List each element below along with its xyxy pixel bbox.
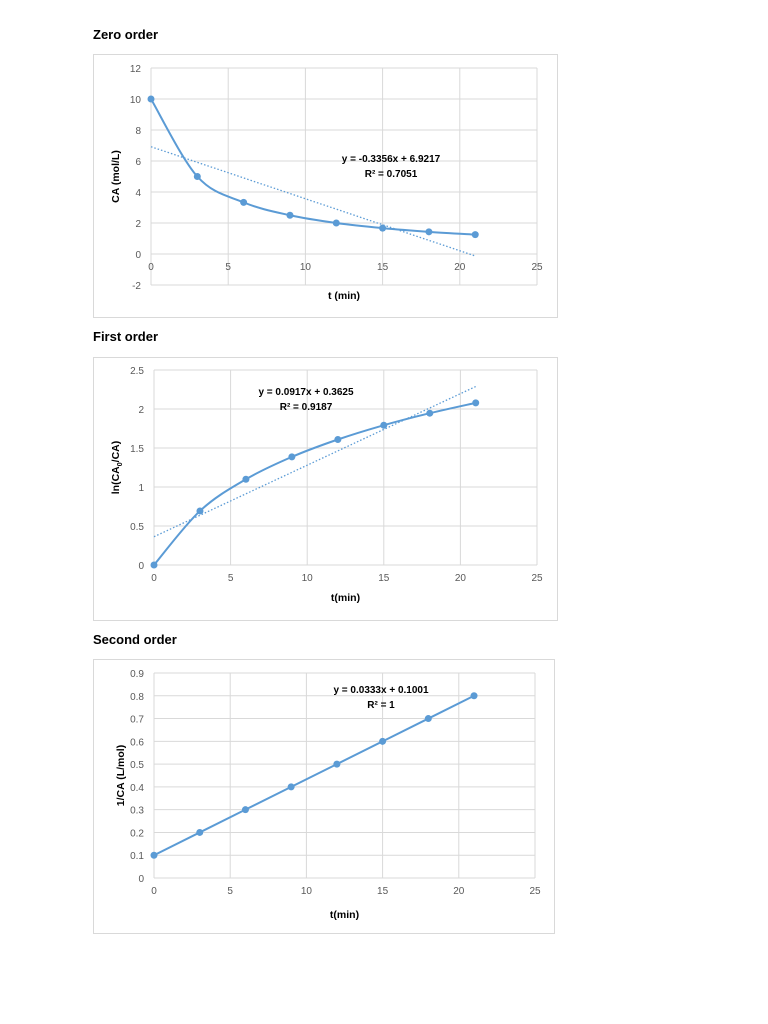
x-axis-label: t(min)	[331, 592, 360, 604]
y-tick-label: 1	[138, 483, 144, 494]
data-point	[380, 421, 388, 429]
x-tick-label: 5	[227, 886, 233, 897]
y-tick-label: 0.5	[130, 522, 144, 533]
data-point	[287, 783, 295, 791]
chart-zero-order-svg: -2 0 2 4 6 8 10 12 0 5 10 15 20 25 t (min) CA (mol/L) y …	[110, 64, 543, 302]
section-title-zero-order: Zero order	[93, 27, 159, 42]
data-point	[147, 95, 155, 103]
r-squared-label: R² = 1	[367, 700, 395, 711]
x-axis-label: t (min)	[328, 290, 360, 302]
x-tick-label: 10	[302, 573, 314, 584]
data-point	[241, 806, 249, 814]
y-tick-label: 8	[135, 126, 141, 137]
data-point	[196, 828, 204, 836]
plot-area: 0 0.5 1 1.5 2 2.5 0 5 10 15 20 25	[130, 366, 543, 584]
r-squared-label: R² = 0.9187	[280, 402, 333, 413]
x-axis-label: t(min)	[330, 909, 359, 921]
x-tick-label: 5	[228, 573, 234, 584]
y-tick-label: 2	[135, 219, 141, 230]
data-point	[286, 211, 294, 219]
x-tick-label: 20	[453, 886, 465, 897]
y-tick-label: 12	[130, 64, 142, 75]
x-tick-label: 0	[151, 886, 157, 897]
x-tick-label: 10	[300, 262, 312, 273]
y-tick-label: 0	[135, 250, 141, 261]
x-tick-label: 5	[225, 262, 231, 273]
data-point	[196, 507, 204, 515]
y-tick-label: 0.5	[130, 760, 144, 771]
y-axis-label: ln(CA0/CA)	[110, 441, 124, 495]
x-tick-label: 25	[531, 573, 543, 584]
x-tick-label: 20	[454, 262, 466, 273]
y-tick-label: 0	[138, 561, 144, 572]
plot-area: -2 0 2 4 6 8 10 12 0 5 10 15 20 25	[130, 64, 543, 292]
data-point	[470, 692, 478, 700]
trendline-equation: y = 0.0333x + 0.1001	[333, 685, 429, 696]
series-line	[153, 401, 476, 566]
section-title-first-order: First order	[93, 329, 159, 344]
chart-second-order-svg: 0 0.1 0.2 0.3 0.4 0.5 0.6 0.7 0.8 0.9 0 5 10 15 20 25 t(…	[115, 669, 541, 921]
data-point	[333, 760, 341, 768]
x-tick-label: 15	[378, 573, 390, 584]
y-tick-label: 6	[135, 157, 141, 168]
x-tick-label: 15	[377, 886, 389, 897]
data-point	[334, 435, 342, 443]
trendline-equation: y = 0.0917x + 0.3625	[258, 387, 354, 398]
y-axis-label: CA (mol/L)	[110, 150, 122, 203]
y-tick-label: 4	[135, 188, 141, 199]
y-tick-label: 2	[138, 405, 144, 416]
data-point	[426, 409, 434, 417]
x-tick-label: 0	[148, 262, 154, 273]
data-point	[240, 198, 248, 206]
y-tick-label: 10	[130, 95, 142, 106]
x-tick-label: 25	[529, 886, 541, 897]
data-point	[424, 715, 432, 723]
data-point	[150, 561, 158, 569]
plot-area: 0 0.1 0.2 0.3 0.4 0.5 0.6 0.7 0.8 0.9 0 5 10 15 20 25	[130, 669, 541, 897]
data-point	[471, 231, 479, 239]
section-title-second-order: Second order	[93, 632, 177, 647]
data-point	[193, 173, 201, 180]
x-tick-label: 10	[301, 886, 313, 897]
x-tick-label: 25	[531, 262, 543, 273]
data-point	[379, 737, 387, 745]
y-tick-label: 0.7	[130, 715, 144, 726]
y-tick-label: -2	[132, 281, 141, 292]
data-point	[472, 399, 480, 407]
series-line	[150, 98, 476, 236]
y-tick-label: 0.6	[130, 737, 144, 748]
series-line	[153, 694, 475, 857]
y-tick-label: 0	[138, 874, 144, 885]
r-squared-label: R² = 0.7051	[365, 169, 418, 180]
y-tick-label: 0.3	[130, 806, 144, 817]
chart-first-order: 0 0.5 1 1.5 2 2.5 0 5 10 15 20 25 t(min) ln(CA0/CA) y …	[93, 357, 558, 621]
trendline	[150, 146, 476, 257]
y-tick-label: 0.2	[130, 828, 144, 839]
x-tick-label: 20	[455, 573, 467, 584]
chart-zero-order: -2 0 2 4 6 8 10 12 0 5 10 15 20 25 t (min) CA (mol/L) y …	[93, 54, 558, 318]
y-tick-label: 0.8	[130, 692, 144, 703]
trendline-equation: y = -0.3356x + 6.9217	[342, 154, 441, 165]
chart-second-order: 0 0.1 0.2 0.3 0.4 0.5 0.6 0.7 0.8 0.9 0 5 10 15 20 25 t(…	[93, 659, 555, 934]
data-point	[288, 453, 296, 461]
data-point	[332, 219, 340, 227]
data-point	[242, 475, 250, 483]
data-point	[150, 851, 158, 859]
data-point	[379, 224, 387, 232]
y-tick-label: 0.1	[130, 851, 144, 862]
y-tick-label: 1.5	[130, 444, 144, 455]
y-tick-label: 0.4	[130, 783, 144, 794]
x-tick-label: 15	[377, 262, 389, 273]
data-point	[425, 228, 433, 236]
y-axis-label: 1/CA (L/mol)	[115, 745, 127, 806]
x-tick-label: 0	[151, 573, 157, 584]
y-tick-label: 0.9	[130, 669, 144, 680]
y-tick-label: 2.5	[130, 366, 144, 377]
chart-first-order-svg: 0 0.5 1 1.5 2 2.5 0 5 10 15 20 25 t(min) ln(CA0/CA) y …	[110, 366, 543, 604]
